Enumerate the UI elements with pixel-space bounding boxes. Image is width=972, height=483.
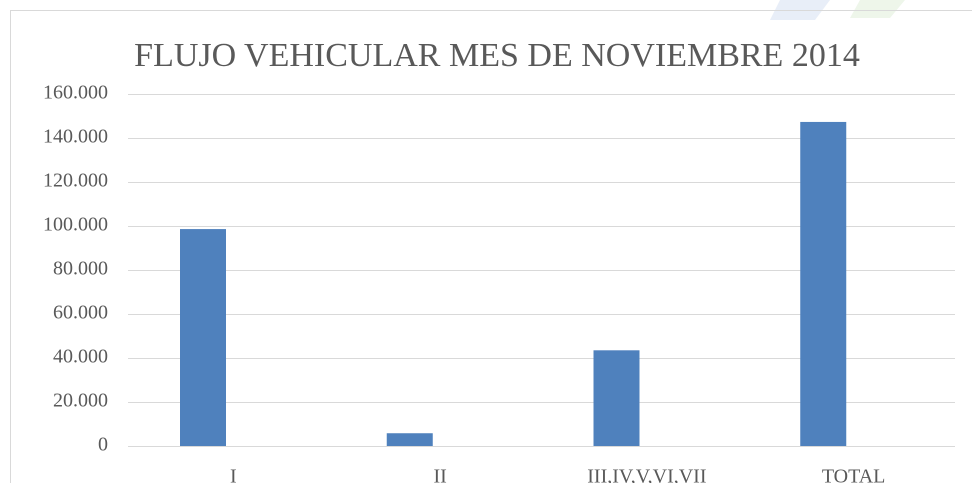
bar xyxy=(180,229,226,446)
y-tick-label: 60.000 xyxy=(53,302,108,324)
y-tick-label: 160.000 xyxy=(43,82,108,104)
x-tick-label: III,IV,V,VI,VII xyxy=(587,466,706,483)
bar xyxy=(593,350,640,446)
y-tick-label: 140.000 xyxy=(43,126,108,148)
y-tick-label: 100.000 xyxy=(43,214,108,236)
y-tick-label: 120.000 xyxy=(43,170,108,192)
x-tick-label: I xyxy=(230,466,237,483)
x-tick-label: TOTAL xyxy=(822,466,886,483)
y-tick-label: 0 xyxy=(98,434,108,456)
bar xyxy=(386,433,433,446)
y-tick-label: 20.000 xyxy=(53,390,108,412)
y-tick-label: 40.000 xyxy=(53,346,108,368)
x-tick-label: II xyxy=(433,466,446,483)
chart-border xyxy=(10,10,972,483)
bar xyxy=(800,121,847,446)
y-tick-label: 80.000 xyxy=(53,258,108,280)
chart-title: FLUJO VEHICULAR MES DE NOVIEMBRE 2014 xyxy=(134,37,860,74)
decoration xyxy=(850,0,905,18)
